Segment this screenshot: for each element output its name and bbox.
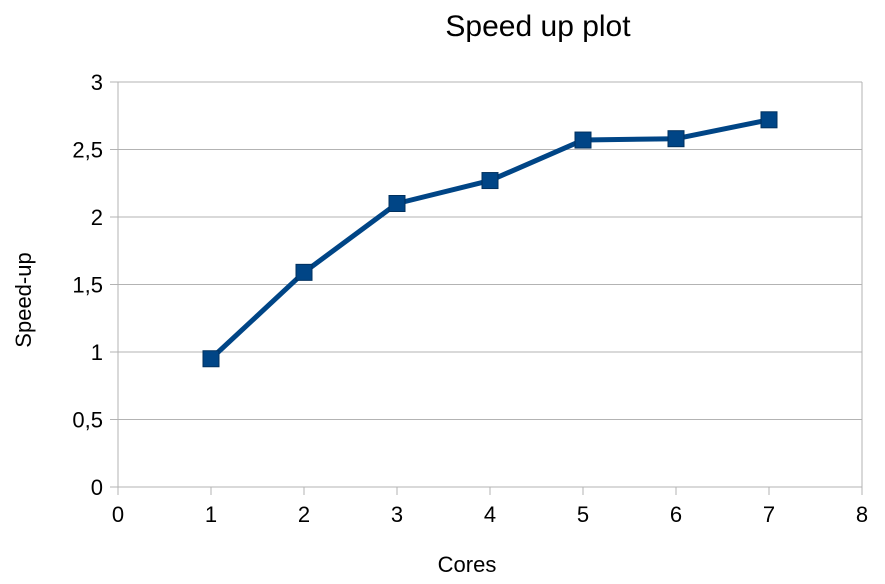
- data-point-marker: [202, 350, 220, 368]
- x-tick-label: 1: [205, 502, 217, 527]
- y-tick-label: 3: [91, 70, 103, 95]
- grid-layer: [118, 81, 862, 488]
- data-point-marker: [574, 131, 592, 149]
- data-point-marker: [481, 172, 499, 190]
- x-tick-label: 3: [391, 502, 403, 527]
- data-point-marker: [760, 111, 778, 129]
- x-tick-label: 5: [577, 502, 589, 527]
- ticks-layer: 0 0,5 1 1,5 2 2,5 3 0 1 2 3 4 5 6 7 8: [72, 70, 868, 527]
- x-tick-label: 4: [484, 502, 496, 527]
- y-tick-label: 2: [91, 205, 103, 230]
- y-tick-label: 0,5: [72, 408, 103, 433]
- axis-layer: [117, 82, 863, 495]
- y-tick-label: 1,5: [72, 273, 103, 298]
- x-tick-label: 7: [763, 502, 775, 527]
- data-point-marker: [295, 263, 313, 281]
- x-tick-label: 8: [856, 502, 868, 527]
- data-point-marker: [667, 130, 685, 148]
- chart-title: Speed up plot: [445, 10, 631, 43]
- series-layer: [202, 111, 778, 368]
- x-tick-label: 0: [112, 502, 124, 527]
- series-line: [208, 117, 772, 362]
- y-tick-label: 0: [91, 475, 103, 500]
- y-tick-label: 1: [91, 340, 103, 365]
- x-tick-label: 2: [298, 502, 310, 527]
- y-axis-label: Speed-up: [11, 252, 36, 347]
- y-tick-label: 2,5: [72, 138, 103, 163]
- data-point-marker: [388, 195, 406, 212]
- x-axis-label: Cores: [438, 552, 497, 577]
- x-tick-label: 6: [670, 502, 682, 527]
